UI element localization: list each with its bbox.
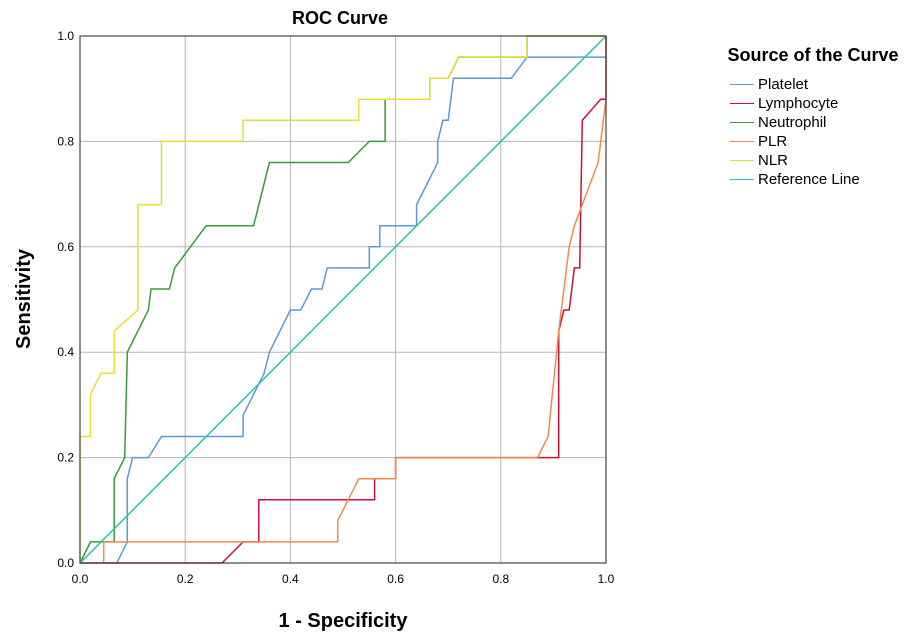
series-line-plr xyxy=(80,36,607,564)
legend-items: Platelet Lymphocyte Neutrophil PLR NLR Refere… xyxy=(730,75,909,189)
plot-frame xyxy=(79,35,607,564)
x-tick-label: 0.0 xyxy=(72,572,89,586)
legend-label: NLR xyxy=(758,152,789,169)
x-axis-label: 1 - Specificity xyxy=(279,610,409,632)
x-tick-labels: 0.0 0.2 0.4 0.6 0.8 1.0 xyxy=(72,572,615,586)
y-tick-label: 0.8 xyxy=(57,134,74,148)
legend-label: PLR xyxy=(758,133,788,150)
legend-swatch xyxy=(730,122,754,123)
y-tick-label: 0.2 xyxy=(57,451,74,465)
series-line-nlr xyxy=(79,35,606,563)
legend-label: Lymphocyte xyxy=(758,95,839,112)
y-tick-label: 0.4 xyxy=(57,345,74,359)
legend-item-nlr: NLR xyxy=(730,151,909,170)
legend-item-plr: PLR xyxy=(730,132,909,151)
legend-swatch xyxy=(730,179,754,180)
x-tick-label: 0.2 xyxy=(177,572,194,586)
y-tick-label: 0.6 xyxy=(57,240,74,254)
y-axis-label: Sensitivity xyxy=(13,248,35,349)
y-tick-labels: 0.0 0.2 0.4 0.6 0.8 1.0 xyxy=(57,29,74,570)
legend: Source of the Curve Platelet Lymphocyte Ne… xyxy=(727,45,909,189)
series-lines xyxy=(79,35,607,564)
x-tick-label: 0.8 xyxy=(492,572,509,586)
legend-swatch xyxy=(730,84,754,85)
legend-item-lymphocyte: Lymphocyte xyxy=(730,94,909,113)
x-tick-label: 0.6 xyxy=(387,572,404,586)
legend-label: Neutrophil xyxy=(758,114,827,131)
legend-swatch xyxy=(730,160,754,161)
x-tick-label: 0.4 xyxy=(282,572,299,586)
series-line-platelet xyxy=(80,36,607,564)
y-tick-label: 0.0 xyxy=(57,556,74,570)
chart-title: ROC Curve xyxy=(292,8,388,28)
x-tick-label: 1.0 xyxy=(598,572,615,586)
legend-item-platelet: Platelet xyxy=(730,75,909,94)
y-tick-label: 1.0 xyxy=(57,29,74,43)
legend-swatch xyxy=(730,141,754,142)
legend-item-reference-line: Reference Line xyxy=(730,170,909,189)
legend-label: Reference Line xyxy=(758,171,860,188)
legend-title: Source of the Curve xyxy=(727,45,899,65)
legend-label: Platelet xyxy=(758,76,809,93)
series-line-reference-line xyxy=(79,35,607,564)
legend-swatch xyxy=(730,103,754,104)
legend-item-neutrophil: Neutrophil xyxy=(730,113,909,132)
